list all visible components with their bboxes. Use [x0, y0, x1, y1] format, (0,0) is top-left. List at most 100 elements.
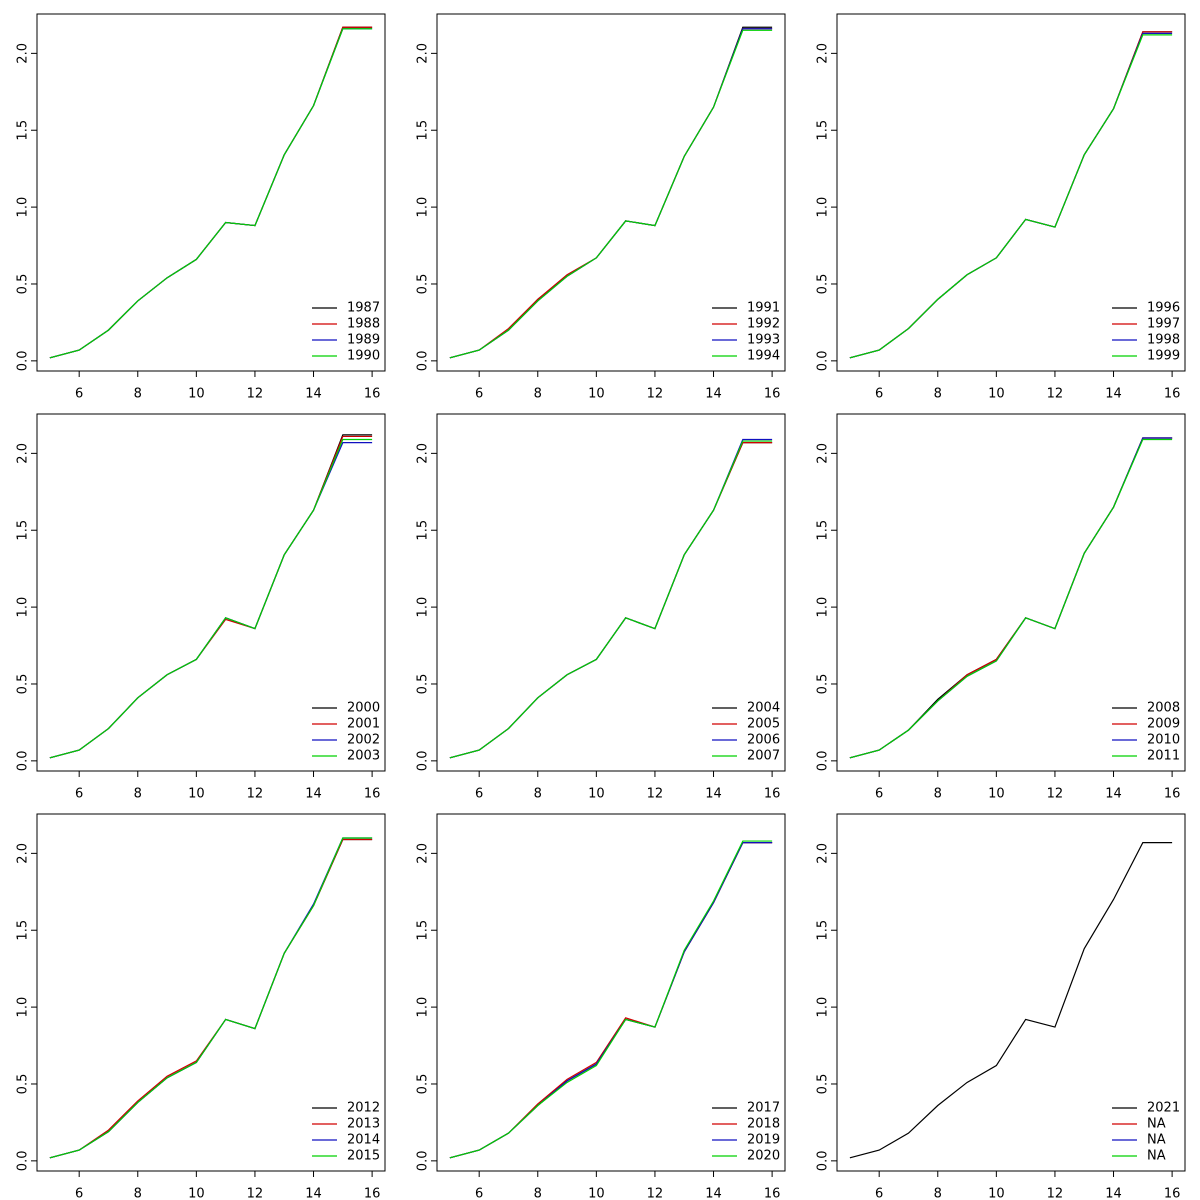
legend-label: NA: [1147, 1117, 1166, 1132]
x-tick-label: 16: [1164, 387, 1181, 402]
series-line: [449, 29, 773, 359]
legend-label: 1994: [747, 349, 780, 364]
legend-label: 1993: [747, 333, 780, 348]
x-tick-label: 14: [1105, 1187, 1122, 1200]
legend-label: 1988: [347, 317, 380, 332]
y-tick-label: 0.0: [816, 1151, 831, 1172]
x-tick-label: 10: [188, 787, 205, 802]
y-tick-label: 1.0: [816, 597, 831, 618]
plot-box: [36, 813, 386, 1172]
panel: 0.0 0.5 1.0 1.5 2.0 6 8 10 12 14 16 199119921993199…: [416, 13, 786, 402]
legend-label: 2001: [347, 717, 380, 732]
legend-label: NA: [1147, 1149, 1166, 1164]
x-tick-label: 10: [588, 787, 605, 802]
y-tick-label: 0.5: [16, 674, 31, 695]
x-tick-label: 10: [588, 1187, 605, 1200]
x-tick-label: 14: [305, 787, 322, 802]
panel: 0.0 0.5 1.0 1.5 2.0 6 8 10 12 14 16 198719881989199…: [16, 13, 386, 402]
x-tick-label: 12: [1047, 787, 1064, 802]
series-line: [49, 837, 373, 1159]
x-tick-label: 16: [1164, 1187, 1181, 1200]
series-line: [849, 841, 1173, 1159]
series-line: [449, 441, 773, 759]
x-tick-label: 8: [934, 787, 942, 802]
x-tick-label: 12: [247, 1187, 264, 1200]
x-tick-label: 6: [75, 787, 83, 802]
panel: 0.0 0.5 1.0 1.5 2.0 6 8 10 12 14 16 200820092010201…: [816, 413, 1186, 802]
x-tick-label: 10: [188, 1187, 205, 1200]
y-tick-label: 1.5: [816, 920, 831, 941]
legend-label: 2010: [1147, 733, 1180, 748]
series-line: [449, 841, 773, 1159]
legend-label: 2018: [747, 1117, 780, 1132]
series-line: [49, 28, 373, 359]
y-tick-label: 2.0: [816, 43, 831, 64]
x-tick-label: 14: [705, 787, 722, 802]
y-tick-label: 2.0: [16, 43, 31, 64]
series-line: [49, 838, 373, 1159]
y-tick-label: 0.0: [816, 351, 831, 372]
y-tick-label: 2.0: [816, 443, 831, 464]
y-tick-label: 0.5: [816, 274, 831, 295]
legend-label: 2021: [1147, 1101, 1180, 1116]
y-tick-label: 1.0: [416, 997, 431, 1018]
y-tick-label: 0.5: [16, 274, 31, 295]
y-tick-label: 2.0: [416, 843, 431, 864]
y-tick-label: 1.5: [416, 520, 431, 541]
x-tick-label: 8: [134, 787, 142, 802]
legend-label: 1998: [1147, 333, 1180, 348]
legend-label: 2020: [747, 1149, 780, 1164]
x-tick-label: 8: [934, 1187, 942, 1200]
plot-box: [836, 13, 1186, 372]
y-tick-label: 0.0: [416, 1151, 431, 1172]
x-tick-label: 14: [305, 387, 322, 402]
legend-label: 1999: [1147, 349, 1180, 364]
y-tick-label: 0.5: [16, 1074, 31, 1095]
x-tick-label: 10: [988, 387, 1005, 402]
x-tick-label: 16: [364, 787, 381, 802]
x-tick-label: 14: [705, 1187, 722, 1200]
x-tick-label: 12: [247, 387, 264, 402]
x-tick-label: 12: [647, 787, 664, 802]
x-tick-label: 8: [534, 387, 542, 402]
x-tick-label: 12: [647, 1187, 664, 1200]
panel: 0.0 0.5 1.0 1.5 2.0 6 8 10 12 14 16 199619971998199…: [816, 13, 1186, 402]
y-tick-label: 0.0: [16, 751, 31, 772]
x-tick-label: 10: [588, 387, 605, 402]
y-tick-label: 1.5: [16, 920, 31, 941]
series-line: [49, 438, 373, 759]
x-tick-label: 6: [75, 1187, 83, 1200]
plot-box: [436, 813, 786, 1172]
panel: 0.0 0.5 1.0 1.5 2.0 6 8 10 12 14 16 200420052006200…: [416, 413, 786, 802]
legend-label: 1997: [1147, 317, 1180, 332]
legend-label: 2002: [347, 733, 380, 748]
y-tick-label: 0.0: [16, 1151, 31, 1172]
x-tick-label: 16: [764, 787, 781, 802]
series-line: [849, 438, 1173, 759]
y-tick-label: 1.0: [416, 597, 431, 618]
plot-box: [36, 13, 386, 372]
panel: 0.0 0.5 1.0 1.5 2.0 6 8 10 12 14 16 200020012002200…: [16, 413, 386, 802]
y-tick-label: 2.0: [16, 443, 31, 464]
series-line: [49, 837, 373, 1159]
series-line: [449, 440, 773, 759]
legend-label: 2014: [347, 1133, 380, 1148]
series-line: [849, 34, 1173, 359]
legend-label: 2007: [747, 749, 780, 764]
x-tick-label: 8: [534, 787, 542, 802]
y-tick-label: 0.0: [416, 751, 431, 772]
y-tick-label: 0.5: [816, 1074, 831, 1095]
y-tick-label: 1.5: [816, 520, 831, 541]
x-tick-label: 14: [1105, 387, 1122, 402]
x-tick-label: 16: [1164, 787, 1181, 802]
x-tick-label: 8: [134, 1187, 142, 1200]
y-tick-label: 1.0: [816, 997, 831, 1018]
y-tick-label: 1.5: [816, 120, 831, 141]
y-tick-label: 1.0: [816, 197, 831, 218]
x-tick-label: 6: [475, 387, 483, 402]
x-tick-label: 8: [534, 1187, 542, 1200]
plot-box: [436, 413, 786, 772]
legend-label: 2009: [1147, 717, 1180, 732]
x-tick-label: 12: [1047, 1187, 1064, 1200]
